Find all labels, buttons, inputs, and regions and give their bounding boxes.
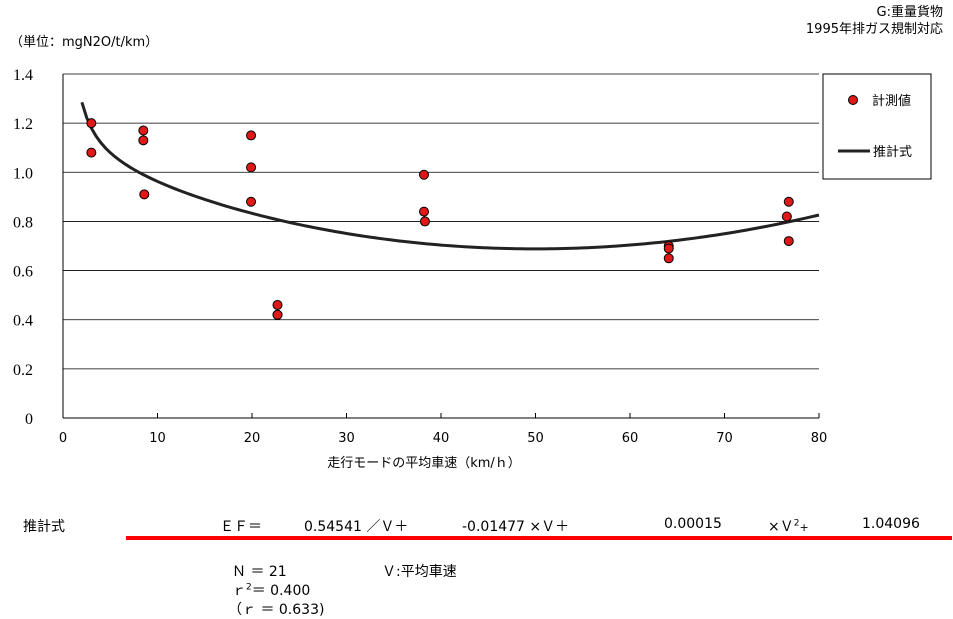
formula-ef: ＥＦ＝ [220, 519, 262, 535]
x-tick-label: 70 [716, 431, 733, 446]
data-point [663, 243, 674, 254]
x-axis-label: 走行モードの平均車速（km/ｈ） [327, 456, 521, 471]
legend-label-measured: 計測値 [872, 93, 911, 109]
formula-underline [126, 536, 952, 540]
stat-r2: ｒ2＝ 0.400 [232, 580, 310, 600]
data-point [419, 216, 430, 227]
v-definition: Ｖ:平均車速 [382, 564, 457, 580]
x-tick-label: 0 [59, 431, 67, 446]
legend-box [822, 73, 932, 180]
emission-chart: 0 0.2 0.4 0.6 0.8 1.0 1.2 1.4 0 10 20 30 40 50 60 70 80… [13, 67, 932, 471]
fit-curve-layer [80, 101, 820, 251]
x-tick-labels: 0 10 20 30 40 50 60 70 80 [59, 431, 827, 446]
fit-curve [80, 101, 820, 251]
x-tick-label: 10 [149, 431, 166, 446]
data-point [86, 118, 97, 129]
y-tick-label: 1.0 [13, 165, 33, 182]
stat-r: （ｒ ＝ 0.633) [228, 602, 325, 618]
data-point [246, 196, 257, 207]
stat-r2-value: ＝ 0.400 [251, 583, 311, 599]
stat-n: Ｎ ＝ 21 [232, 564, 287, 580]
formula-term3: 0.00015 [664, 516, 722, 532]
unit-label: （単位：mgN2O/t/km） [10, 35, 159, 50]
grid-lines [63, 73, 819, 370]
y-tick-labels: 0 0.2 0.4 0.6 0.8 1.0 1.2 1.4 [13, 67, 33, 428]
x-tick-label: 80 [811, 431, 828, 446]
legend-label-fit: 推計式 [873, 144, 912, 160]
data-point [418, 206, 429, 217]
x-tick-label: 20 [244, 431, 261, 446]
legend: 計測値 推計式 [822, 73, 932, 180]
x-tick-label: 50 [527, 431, 544, 446]
y-tick-label: 1.2 [13, 116, 33, 133]
data-point [781, 211, 792, 222]
formula-plus: + [799, 521, 809, 534]
data-point [246, 130, 257, 141]
data-point [86, 147, 97, 158]
axes [62, 74, 820, 419]
formula-v: ×Ｖ [768, 519, 794, 535]
data-point [418, 169, 429, 180]
formula-v-exponent: 2 [793, 518, 800, 529]
measured-points-layer [86, 118, 794, 320]
legend-marker-measured [848, 95, 858, 105]
formula-term1: 0.54541 ／Ｖ＋ [304, 519, 409, 535]
y-tick-label: 0.8 [13, 214, 33, 231]
data-point [139, 189, 150, 200]
stat-r2-symbol: ｒ [232, 583, 246, 599]
stat-r2-exponent: 2 [246, 582, 252, 593]
formula-term3-suffix: ×Ｖ2+ [768, 516, 809, 536]
data-point [783, 196, 794, 207]
category-label: G:重量貨物 [876, 5, 943, 20]
x-tick-label: 60 [622, 431, 639, 446]
data-point [138, 135, 149, 146]
data-point [272, 299, 283, 310]
data-point [783, 236, 794, 247]
data-point [138, 125, 149, 136]
data-point [663, 253, 674, 264]
y-tick-label: 0.6 [13, 264, 33, 281]
regulation-label: 1995年排ガス規制対応 [805, 22, 943, 37]
y-tick-label: 1.4 [13, 67, 33, 84]
formula-label: 推計式 [23, 519, 65, 535]
y-tick-label: 0 [25, 411, 33, 428]
formula-term2: -0.01477 ×Ｖ＋ [462, 519, 570, 535]
formula-term4: 1.04096 [862, 516, 920, 532]
x-tick-label: 40 [433, 431, 450, 446]
y-tick-label: 0.4 [13, 313, 33, 330]
data-point [272, 309, 283, 320]
y-tick-label: 0.2 [13, 362, 33, 379]
data-point [246, 162, 257, 173]
x-tick-label: 30 [338, 431, 355, 446]
